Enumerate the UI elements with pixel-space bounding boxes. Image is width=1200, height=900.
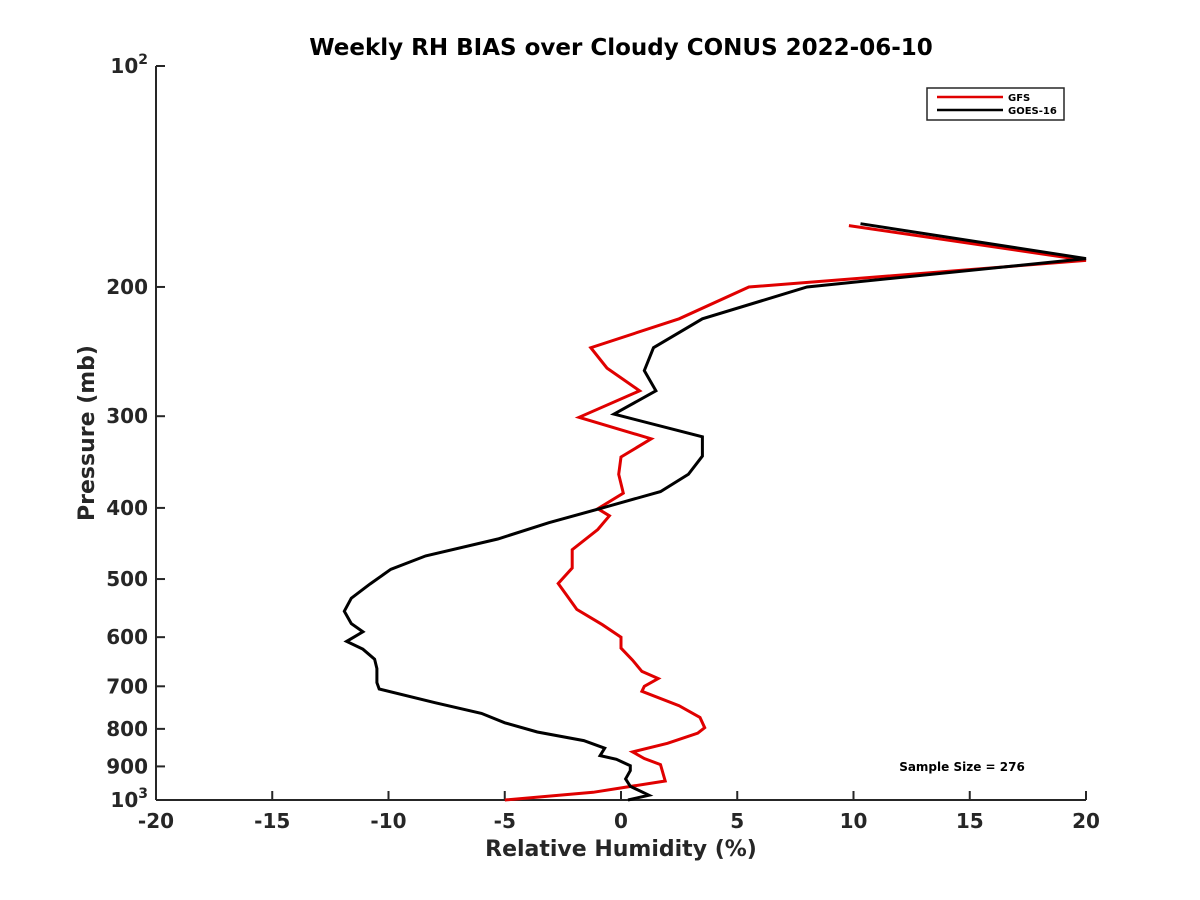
series-line-gfs [504, 224, 1087, 802]
x-tick-label: 10 [840, 809, 868, 833]
y-tick-label: 800 [106, 717, 148, 741]
y-tick-exponent: 2 [138, 52, 148, 68]
x-tick-label: 0 [614, 809, 628, 833]
legend-label-gfs: GFS [1008, 93, 1030, 104]
x-tick-label: -15 [254, 809, 290, 833]
y-tick-label: 600 [106, 625, 148, 649]
x-tick-label: 15 [956, 809, 984, 833]
y-tick-base: 10 [110, 54, 138, 78]
y-tick-base: 300 [106, 404, 148, 428]
chart-title: Weekly RH BIAS over Cloudy CONUS 2022-06… [309, 35, 933, 61]
series-line-goes-16 [342, 222, 1087, 802]
y-tick-label: 300 [106, 404, 148, 428]
y-tick-base: 500 [106, 567, 148, 591]
y-tick-base: 700 [106, 674, 148, 698]
x-tick-label: 5 [730, 809, 744, 833]
x-tick-label: -10 [370, 809, 406, 833]
x-tick-label: -20 [138, 809, 174, 833]
x-tick-label: -5 [494, 809, 516, 833]
legend-label-goes-16: GOES-16 [1008, 106, 1057, 117]
y-tick-label: 200 [106, 275, 148, 299]
y-tick-label: 103 [110, 786, 148, 812]
x-ticks: -20 -15 -10 -5 0 5 10 15 20 [138, 791, 1100, 833]
legend-box [926, 87, 1065, 121]
y-tick-exponent: 3 [138, 786, 148, 802]
y-axis-title: Pressure (mb) [75, 345, 100, 521]
series-layer [342, 222, 1087, 802]
y-tick-base: 800 [106, 717, 148, 741]
x-tick-label: 20 [1072, 809, 1100, 833]
x-axis-title: Relative Humidity (%) [485, 837, 757, 862]
y-tick-base: 200 [106, 275, 148, 299]
y-tick-label: 700 [106, 674, 148, 698]
sample-size-annotation: Sample Size = 276 [899, 760, 1025, 774]
y-tick-label: 900 [106, 754, 148, 778]
legend: GFS GOES-16 [926, 87, 1065, 121]
y-tick-base: 900 [106, 754, 148, 778]
y-tick-label: 102 [110, 52, 148, 78]
y-tick-base: 400 [106, 496, 148, 520]
axes [155, 66, 1086, 801]
y-tick-label: 400 [106, 496, 148, 520]
y-tick-base: 10 [110, 788, 138, 812]
y-tick-base: 600 [106, 625, 148, 649]
y-tick-label: 500 [106, 567, 148, 591]
